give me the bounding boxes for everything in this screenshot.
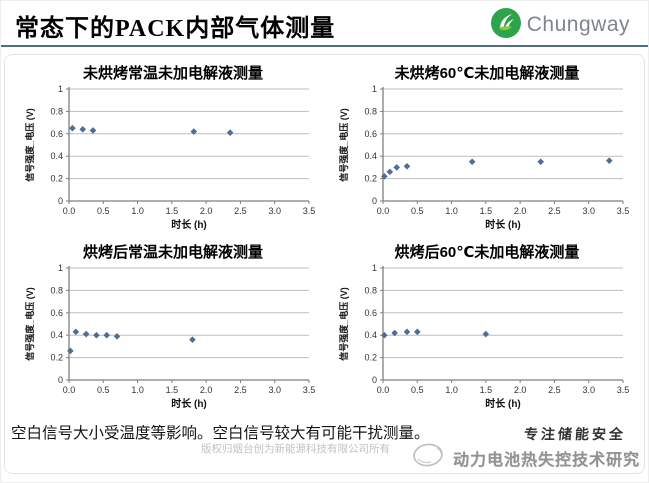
svg-text:0: 0: [372, 375, 377, 385]
svg-text:0.0: 0.0: [63, 206, 76, 216]
brand-name-label: Chungway: [526, 13, 630, 36]
svg-text:时长 (h): 时长 (h): [171, 218, 207, 231]
svg-text:3.5: 3.5: [303, 206, 316, 216]
svg-text:1.5: 1.5: [166, 206, 179, 216]
svg-text:2.0: 2.0: [200, 206, 213, 216]
svg-text:信号强度_电压 (V): 信号强度_电压 (V): [24, 108, 35, 182]
chart-cell-unbaked-room-temp: 未烘烤常温未加电解液测量 0 0.2 0.4 0.6 0.8 1 0.0 0.5 1.0 1.5 2…: [23, 60, 323, 233]
svg-text:0.2: 0.2: [364, 174, 377, 184]
chart-title: 烘烤后60℃未加电解液测量: [394, 244, 580, 261]
svg-text:2.0: 2.0: [514, 385, 527, 395]
svg-text:1.0: 1.0: [131, 206, 144, 216]
chart-title: 烘烤后常温未加电解液测量: [82, 244, 263, 261]
svg-text:0.2: 0.2: [50, 174, 63, 184]
svg-text:0.4: 0.4: [50, 330, 63, 340]
svg-text:3.0: 3.0: [268, 206, 281, 216]
content-panel: 未烘烤常温未加电解液测量 0 0.2 0.4 0.6 0.8 1 0.0 0.5 1.0 1.5 2…: [4, 54, 645, 474]
svg-text:0.4: 0.4: [50, 151, 63, 161]
svg-text:0.0: 0.0: [63, 385, 76, 395]
svg-text:0.5: 0.5: [411, 206, 424, 216]
chungway-leaf-icon: [490, 7, 522, 44]
svg-text:2.0: 2.0: [200, 385, 213, 395]
svg-text:0.2: 0.2: [364, 353, 377, 363]
svg-text:0.6: 0.6: [50, 129, 63, 139]
svg-text:0: 0: [58, 375, 63, 385]
svg-text:1.5: 1.5: [166, 385, 179, 395]
svg-text:0.2: 0.2: [50, 353, 63, 363]
scatter-chart-baked-60c: 0 0.2 0.4 0.6 0.8 1 0.0 0.5 1.0 1.5 2.0 2.5 3.0 3.5 时长…: [337, 262, 637, 412]
svg-text:1.5: 1.5: [480, 206, 493, 216]
svg-text:0.6: 0.6: [364, 129, 377, 139]
svg-text:0.6: 0.6: [364, 308, 377, 318]
svg-text:0.8: 0.8: [50, 285, 63, 295]
research-signature: 动力电池热失控技术研究: [410, 441, 640, 474]
svg-text:0.5: 0.5: [97, 206, 110, 216]
svg-text:2.5: 2.5: [234, 206, 247, 216]
svg-text:1: 1: [58, 263, 63, 273]
svg-text:3.5: 3.5: [303, 385, 316, 395]
chart-title: 未烘烤60℃未加电解液测量: [394, 65, 580, 82]
svg-text:3.0: 3.0: [582, 206, 595, 216]
chart-title: 未烘烤常温未加电解液测量: [82, 65, 263, 82]
conclusion-note: 空白信号大小受温度等影响。空白信号较大有可能干扰测量。: [11, 425, 430, 442]
svg-text:0.8: 0.8: [364, 106, 377, 116]
chart-cell-unbaked-60c: 未烘烤60℃未加电解液测量 0 0.2 0.4 0.6 0.8 1 0.0 0.5 1.0 1.5…: [337, 60, 637, 233]
svg-text:0.0: 0.0: [377, 206, 390, 216]
svg-text:2.5: 2.5: [234, 385, 247, 395]
svg-text:3.5: 3.5: [617, 206, 630, 216]
brand-logo: Chungway: [490, 7, 630, 44]
svg-text:0.0: 0.0: [377, 385, 390, 395]
svg-text:1.5: 1.5: [480, 385, 493, 395]
svg-text:0.5: 0.5: [411, 385, 424, 395]
svg-text:3.0: 3.0: [268, 385, 281, 395]
svg-text:3.5: 3.5: [617, 385, 630, 395]
svg-text:1.0: 1.0: [131, 385, 144, 395]
svg-text:时长 (h): 时长 (h): [485, 218, 521, 231]
svg-text:0.8: 0.8: [50, 106, 63, 116]
scatter-chart-unbaked-room-temp: 0 0.2 0.4 0.6 0.8 1 0.0 0.5 1.0 1.5 2.0 2.5 3.0 3.5 时长…: [23, 83, 323, 233]
svg-text:2.0: 2.0: [514, 206, 527, 216]
svg-text:0: 0: [58, 196, 63, 206]
svg-text:0.8: 0.8: [364, 285, 377, 295]
svg-text:信号强度_电压 (V): 信号强度_电压 (V): [338, 108, 349, 182]
svg-text:1: 1: [372, 263, 377, 273]
slide-header: 常态下的PACK内部气体测量 Chungway: [1, 1, 648, 47]
svg-text:1.0: 1.0: [445, 385, 458, 395]
charts-grid: 未烘烤常温未加电解液测量 0 0.2 0.4 0.6 0.8 1 0.0 0.5 1.0 1.5 2…: [23, 60, 638, 412]
svg-text:0.4: 0.4: [364, 330, 377, 340]
svg-text:2.5: 2.5: [548, 206, 561, 216]
svg-text:0.4: 0.4: [364, 151, 377, 161]
svg-text:1.0: 1.0: [445, 206, 458, 216]
svg-text:时长 (h): 时长 (h): [485, 397, 521, 410]
svg-text:0: 0: [372, 196, 377, 206]
scatter-chart-baked-room-temp: 0 0.2 0.4 0.6 0.8 1 0.0 0.5 1.0 1.5 2.0 2.5 3.0 3.5 时长…: [23, 262, 323, 412]
svg-text:3.0: 3.0: [582, 385, 595, 395]
copyright-watermark: 版权归烟台创为新能源科技有限公司所有: [201, 443, 390, 455]
chart-cell-baked-room-temp: 烘烤后常温未加电解液测量 0 0.2 0.4 0.6 0.8 1 0.0 0.5 1.0 1.5 2…: [23, 239, 323, 412]
chart-cell-baked-60c: 烘烤后60℃未加电解液测量 0 0.2 0.4 0.6 0.8 1 0.0 0.5 1.0 1.5…: [337, 239, 637, 412]
research-title-label: 动力电池热失控技术研究: [452, 451, 640, 469]
svg-text:信号强度_电压 (V): 信号强度_电压 (V): [338, 287, 349, 361]
svg-text:0.6: 0.6: [50, 308, 63, 318]
page-title: 常态下的PACK内部气体测量: [15, 15, 336, 42]
scatter-chart-unbaked-60c: 0 0.2 0.4 0.6 0.8 1 0.0 0.5 1.0 1.5 2.0 2.5 3.0 3.5 时长…: [337, 83, 637, 233]
sketch-circle-icon: [410, 441, 448, 474]
svg-text:0.5: 0.5: [97, 385, 110, 395]
svg-text:时长 (h): 时长 (h): [171, 397, 207, 410]
svg-text:2.5: 2.5: [548, 385, 561, 395]
svg-text:信号强度_电压 (V): 信号强度_电压 (V): [24, 287, 35, 361]
svg-text:1: 1: [58, 84, 63, 94]
svg-text:1: 1: [372, 84, 377, 94]
